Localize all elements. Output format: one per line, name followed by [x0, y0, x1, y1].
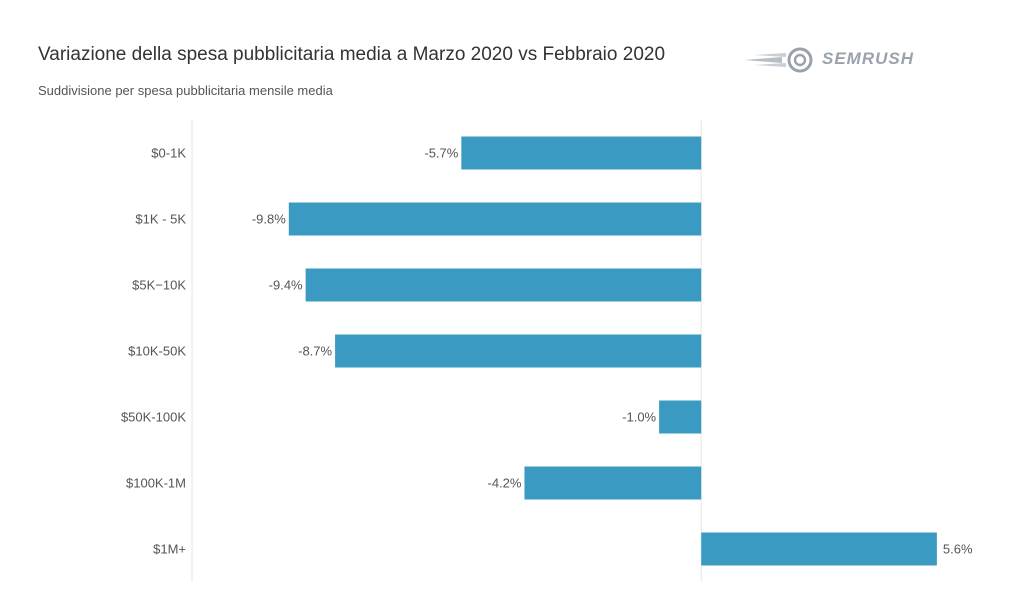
semrush-logo-icon — [744, 47, 813, 73]
data-label: 5.6% — [943, 542, 973, 557]
brand-name: SEMRUSH — [822, 49, 915, 68]
category-tick-label: $5K−10K — [132, 278, 186, 293]
bar — [524, 466, 702, 500]
data-label: -9.4% — [269, 278, 303, 293]
bar — [701, 532, 937, 566]
bar — [288, 202, 702, 236]
bar — [659, 400, 702, 434]
bar — [305, 268, 702, 302]
category-tick-label: $100K-1M — [126, 476, 186, 491]
data-label: -1.0% — [622, 410, 656, 425]
category-tick-label: $10K-50K — [128, 344, 186, 359]
chart-title: Variazione della spesa pubblicitaria med… — [38, 44, 666, 65]
category-tick-label: $50K-100K — [121, 410, 186, 425]
bar — [335, 334, 702, 368]
chart-subtitle: Suddivisione per spesa pubblicitaria men… — [38, 83, 333, 98]
data-label: -9.8% — [252, 212, 286, 227]
bar — [461, 136, 702, 170]
data-label: -4.2% — [487, 476, 521, 491]
data-label: -8.7% — [298, 344, 332, 359]
category-tick-label: $1M+ — [153, 542, 186, 557]
category-tick-label: $0-1K — [151, 146, 186, 161]
data-label: -5.7% — [424, 146, 458, 161]
category-tick-label: $1K - 5K — [135, 212, 186, 227]
